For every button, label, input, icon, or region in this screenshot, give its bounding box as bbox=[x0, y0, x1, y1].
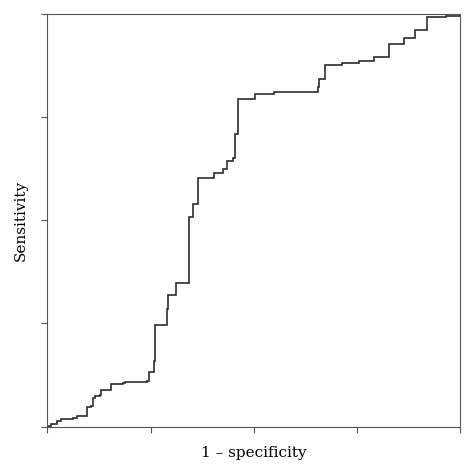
Y-axis label: Sensitivity: Sensitivity bbox=[14, 180, 28, 261]
X-axis label: 1 – specificity: 1 – specificity bbox=[201, 446, 307, 460]
